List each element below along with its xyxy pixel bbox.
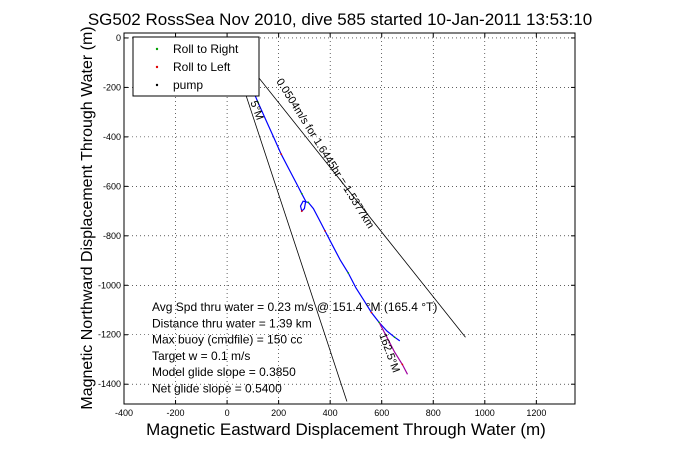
x-tick-label: -200 bbox=[167, 408, 185, 418]
roll-point bbox=[370, 311, 373, 314]
roll-point bbox=[378, 321, 381, 324]
x-tick-label: -400 bbox=[115, 408, 133, 418]
legend-label: Roll to Left bbox=[173, 60, 231, 74]
y-tick-label: -400 bbox=[103, 132, 121, 142]
y-tick-label: -1000 bbox=[98, 280, 121, 290]
roll-point bbox=[393, 336, 396, 339]
legend-marker bbox=[155, 83, 159, 87]
y-tick-label: 0 bbox=[116, 33, 121, 43]
y-tick-label: -1200 bbox=[98, 330, 121, 340]
drift-line bbox=[226, 37, 348, 402]
x-tick-label: 800 bbox=[426, 408, 441, 418]
x-tick-label: 600 bbox=[374, 408, 389, 418]
legend-box bbox=[132, 36, 260, 97]
roll-point bbox=[280, 153, 283, 156]
x-tick-label: 1000 bbox=[475, 408, 495, 418]
y-tick-label: -800 bbox=[103, 231, 121, 241]
y-tick-label: -600 bbox=[103, 181, 121, 191]
chart-title: SG502 RossSea Nov 2010, dive 585 started… bbox=[88, 10, 592, 29]
legend-marker bbox=[155, 65, 159, 69]
legend-label: pump bbox=[173, 78, 203, 92]
stats-line: Avg Spd thru water = 0.23 m/s @ 151.4 °M… bbox=[152, 300, 437, 314]
stats-block: Avg Spd thru water = 0.23 m/s @ 151.4 °M… bbox=[152, 300, 437, 396]
legend-marker bbox=[155, 47, 159, 51]
roll-point bbox=[324, 229, 326, 232]
stats-line: Model glide slope = 0.3850 bbox=[152, 365, 296, 379]
roll-point bbox=[257, 101, 259, 104]
roll-point bbox=[307, 201, 310, 204]
roll-point bbox=[401, 363, 404, 366]
roll-point bbox=[347, 272, 350, 274]
roll-point bbox=[300, 210, 303, 212]
track-line-tail bbox=[378, 322, 409, 375]
stats-line: Max buoy (cmdfile) = 150 cc bbox=[152, 333, 302, 347]
y-tick-label: -200 bbox=[103, 82, 121, 92]
x-tick-label: 400 bbox=[323, 408, 338, 418]
stats-line: Target w = 0.1 m/s bbox=[152, 349, 250, 363]
stats-line: Distance thru water = 1.39 km bbox=[152, 316, 312, 330]
x-axis-label: Magnetic Eastward Displacement Through W… bbox=[146, 420, 546, 439]
x-tick-label: 1200 bbox=[526, 408, 546, 418]
legend-label: Roll to Right bbox=[173, 42, 239, 56]
ticks: -400 -200 0 200 400 600 800 1000 1200 0 -200 -400 -6… bbox=[98, 33, 575, 418]
legend: Roll to Right Roll to Left pump bbox=[132, 36, 260, 97]
axes-frame bbox=[123, 32, 576, 405]
x-tick-label: 0 bbox=[225, 408, 230, 418]
stats-line: Net glide slope = 0.5400 bbox=[152, 382, 282, 396]
x-tick-label: 200 bbox=[271, 408, 286, 418]
y-tick-label: -1400 bbox=[98, 379, 121, 389]
roll-point bbox=[300, 192, 303, 195]
heading-line bbox=[226, 37, 466, 338]
reference-lines bbox=[226, 37, 466, 402]
y-axis-label: Magnetic Northward Displacement Through … bbox=[79, 26, 96, 409]
